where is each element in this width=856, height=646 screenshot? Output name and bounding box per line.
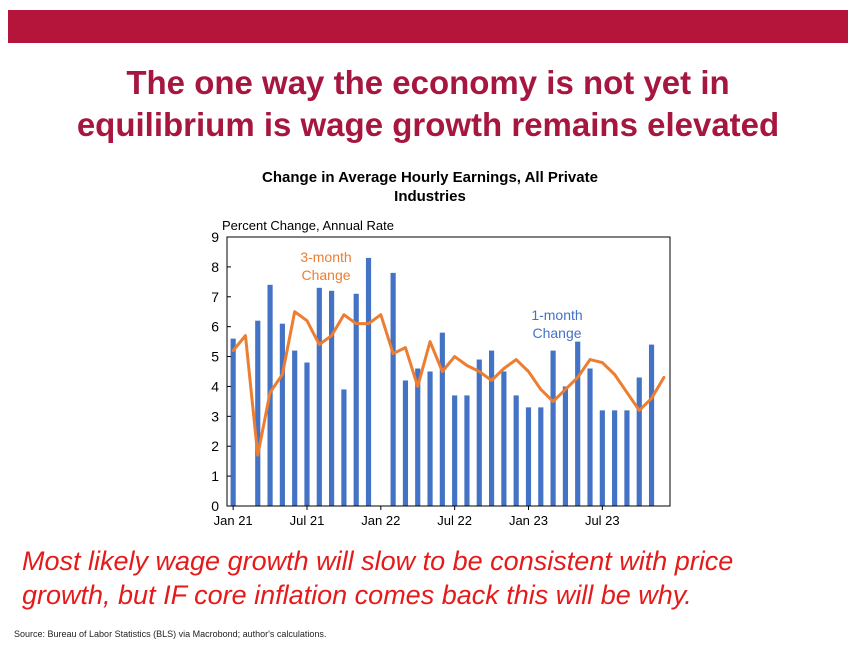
bar-jan-23 (525, 407, 532, 506)
x-tick-label: Jan 23 (509, 513, 548, 528)
y-tick-label: 8 (211, 259, 219, 275)
annotation-label: 1-month (531, 307, 582, 323)
chart-title: Change in Average Hourly Earnings, All P… (190, 168, 670, 206)
x-tick-label: Jan 21 (214, 513, 253, 528)
annotation-label: 3-month (300, 249, 351, 265)
bar-sep-23 (624, 410, 630, 506)
bar-mar-23 (550, 350, 556, 506)
y-tick-label: 4 (211, 378, 219, 394)
chart-title-line-1: Change in Average Hourly Earnings, All P… (262, 169, 598, 186)
takeaway-line-1: Most likely wage growth will slow to be … (22, 546, 734, 576)
bar-apr-23 (562, 386, 568, 506)
bar-sep-21 (329, 290, 335, 506)
y-tick-label: 9 (211, 229, 219, 245)
bar-nov-21 (353, 293, 359, 506)
annotation-label: Change (301, 267, 350, 283)
bar-jun-22 (439, 332, 445, 506)
bar-dec-22 (513, 395, 519, 506)
x-tick-label: Jul 21 (290, 513, 325, 528)
y-tick-label: 1 (211, 468, 219, 484)
bar-feb-22 (390, 272, 396, 506)
x-tick-label: Jul 22 (437, 513, 472, 528)
line-series-3-month (231, 310, 666, 457)
bar-nov-23 (648, 344, 655, 506)
bar-mar-21 (255, 320, 261, 506)
bar-jun-21 (292, 350, 298, 506)
bar-oct-22 (488, 350, 495, 506)
y-axis-ticks: 0 1 2 3 4 5 6 7 8 9 (211, 229, 231, 514)
bar-oct-23 (636, 377, 642, 506)
bar-may-23 (575, 341, 581, 506)
bar-aug-22 (464, 395, 470, 506)
bar-dec-21 (365, 257, 372, 506)
bar-jun-23 (587, 368, 593, 506)
takeaway-line-2: growth, but IF core inflation comes back… (22, 580, 692, 610)
bar-aug-23 (612, 410, 618, 506)
slide-takeaway: Most likely wage growth will slow to be … (22, 544, 842, 612)
slide-headline: The one way the economy is not yet in eq… (0, 62, 856, 146)
y-tick-label: 0 (211, 498, 219, 514)
bar-aug-21 (316, 287, 322, 506)
bar-jul-21 (304, 362, 310, 506)
x-axis-ticks: Jan 21 Jul 21 Jan 22 Jul 22 Jan 23 Jul 23 (214, 506, 620, 528)
bar-feb-23 (538, 407, 544, 506)
y-tick-label: 7 (211, 289, 219, 305)
bar-mar-22 (402, 380, 409, 506)
chart-title-line-2: Industries (394, 188, 466, 205)
y-axis-unit-label: Percent Change, Annual Rate (222, 218, 395, 233)
line-3-month-change (231, 310, 666, 457)
headline-line-2: equilibrium is wage growth remains eleva… (76, 106, 780, 143)
bar-series-1-month (230, 257, 655, 506)
plot-frame (226, 236, 671, 507)
top-accent-bar (8, 10, 848, 43)
bar-may-21 (279, 323, 285, 506)
y-tick-label: 5 (211, 349, 219, 365)
bar-jan-21 (230, 338, 236, 506)
bar-apr-22 (415, 368, 421, 506)
y-tick-label: 6 (211, 319, 219, 335)
series-annotations: 3-month Change 1-month Change (300, 249, 582, 341)
source-note: Source: Bureau of Labor Statistics (BLS)… (14, 629, 327, 639)
bar-may-22 (427, 371, 433, 506)
y-tick-label: 2 (211, 438, 219, 454)
bar-sep-22 (476, 359, 482, 506)
bar-jul-23 (599, 410, 605, 506)
x-tick-label: Jan 22 (361, 513, 400, 528)
bar-oct-21 (341, 389, 347, 506)
y-tick-label: 3 (211, 408, 219, 424)
bar-jul-22 (452, 395, 458, 506)
bar-nov-22 (501, 371, 507, 506)
x-tick-label: Jul 23 (585, 513, 620, 528)
headline-line-1: The one way the economy is not yet in (126, 64, 730, 101)
annotation-label: Change (532, 325, 581, 341)
